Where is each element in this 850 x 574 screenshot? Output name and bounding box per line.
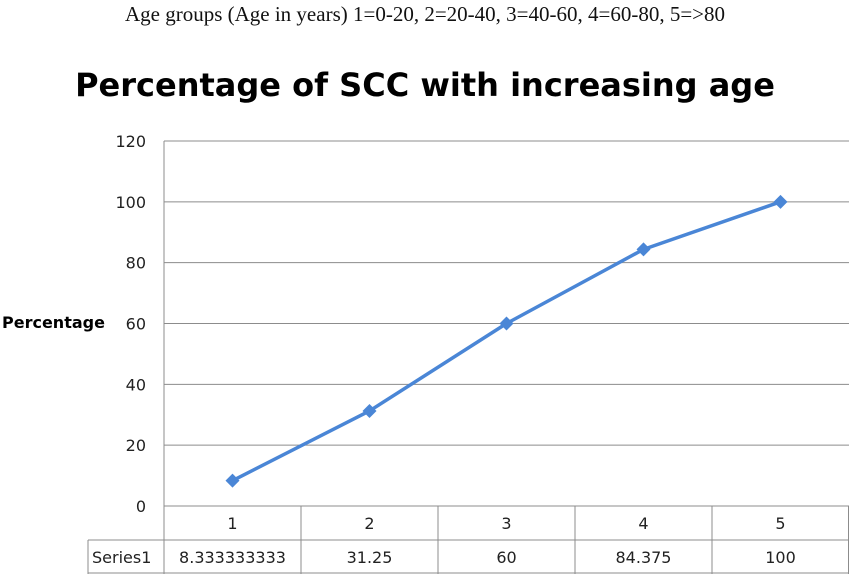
y-axis-label: Percentage <box>2 313 105 332</box>
table-value-cell: 8.333333333 <box>179 548 286 567</box>
gridlines <box>163 140 849 574</box>
y-tick-label: 120 <box>115 132 146 151</box>
y-tick-label: 60 <box>126 315 146 334</box>
x-tick-label: 3 <box>501 514 511 533</box>
y-tick-label: 80 <box>126 254 146 273</box>
table-value-cell: 84.375 <box>616 548 672 567</box>
series-line <box>225 194 788 488</box>
series-line-path <box>231 200 782 483</box>
table-value-cell: 60 <box>496 548 516 567</box>
data-point-marker <box>362 403 377 418</box>
data-point-marker <box>636 242 651 257</box>
y-tick-label: 40 <box>126 375 146 394</box>
y-axis-ticks: 0 20 40 60 80 100 120 <box>115 132 146 516</box>
y-tick-label: 100 <box>115 193 146 212</box>
table-value-cell: 100 <box>765 548 796 567</box>
y-tick-label: 0 <box>136 497 146 516</box>
figure-caption: Age groups (Age in years) 1=0-20, 2=20-4… <box>124 2 726 26</box>
data-point-marker <box>499 316 514 331</box>
y-tick-label: 20 <box>126 436 146 455</box>
data-table: 1 2 3 4 5 Series1 8.333333333 31.25 60 84.375 100 <box>87 506 849 574</box>
x-tick-label: 2 <box>364 514 374 533</box>
data-point-marker <box>773 194 788 209</box>
x-tick-label: 4 <box>638 514 648 533</box>
x-tick-label: 5 <box>775 514 785 533</box>
table-value-cell: 31.25 <box>347 548 393 567</box>
table-series-name: Series1 <box>92 548 151 567</box>
data-point-marker <box>225 473 240 488</box>
chart-title: Percentage of SCC with increasing age <box>75 66 775 104</box>
x-tick-label: 1 <box>227 514 237 533</box>
